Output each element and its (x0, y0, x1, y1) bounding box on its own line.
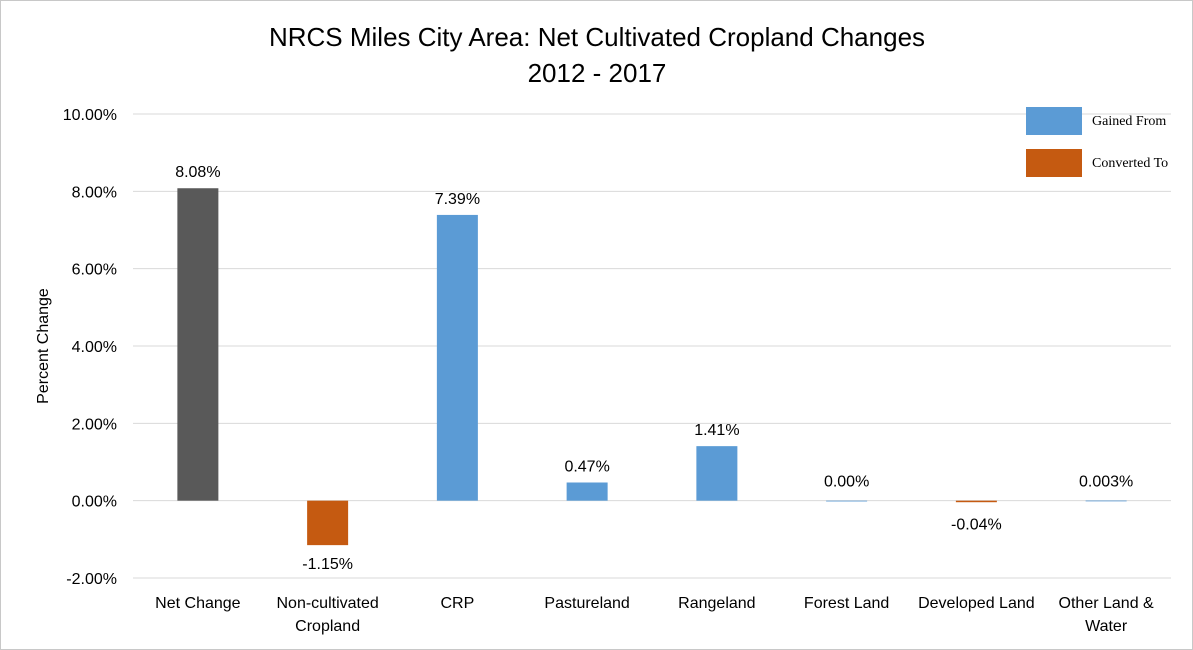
data-label: 1.41% (694, 422, 739, 439)
data-label: 8.08% (175, 164, 220, 181)
y-axis-title: Percent Change (35, 288, 52, 404)
bar (826, 500, 868, 502)
x-tick-label: Forest Land (804, 595, 889, 612)
x-axis-categories: Net Change Non-cultivated Cropland CRP Pastu… (155, 595, 1154, 635)
x-tick-label: CRP (440, 595, 474, 612)
chart-subtitle: 2012 - 2017 (528, 58, 667, 88)
x-tick-label: Developed Land (918, 595, 1035, 612)
x-tick-label: Cropland (295, 618, 360, 635)
y-tick-label: 2.00% (72, 416, 117, 433)
y-tick-label: 0.00% (72, 494, 117, 511)
chart-title: NRCS Miles City Area: Net Cultivated Cro… (269, 22, 925, 52)
y-tick-label: 10.00% (63, 107, 117, 124)
bar (955, 500, 997, 503)
legend-swatch (1026, 107, 1082, 135)
y-tick-label: 8.00% (72, 184, 117, 201)
gridlines (133, 113, 1171, 579)
bar (696, 446, 738, 501)
legend-swatch (1026, 149, 1082, 177)
bar (436, 214, 478, 501)
x-tick-label: Rangeland (678, 595, 755, 612)
data-label: 0.47% (564, 458, 609, 475)
x-tick-label: Net Change (155, 595, 240, 612)
x-tick-label: Water (1085, 618, 1128, 635)
x-tick-label: Pastureland (544, 595, 629, 612)
legend-label: Converted To (1092, 156, 1168, 171)
data-label: 0.003% (1079, 474, 1133, 491)
data-label: 7.39% (435, 191, 480, 208)
data-label: -0.04% (951, 517, 1002, 534)
x-tick-label: Non-cultivated (276, 595, 378, 612)
x-tick-label: Other Land & (1059, 595, 1155, 612)
bar (177, 188, 219, 501)
legend-label: Gained From (1092, 114, 1166, 129)
y-tick-label: 4.00% (72, 339, 117, 356)
bar (307, 500, 349, 546)
data-labels: 8.08% -1.15% 7.39% 0.47% 1.41% 0.00% -0.04% 0.0… (175, 164, 1133, 573)
data-label: -1.15% (302, 556, 353, 573)
legend: Gained From Converted To (1026, 107, 1168, 177)
data-label: 0.00% (824, 474, 869, 491)
bar (1085, 500, 1127, 502)
y-axis-ticks: -2.00% 0.00% 2.00% 4.00% 6.00% 8.00% 10.00% (63, 107, 117, 588)
y-tick-label: 6.00% (72, 262, 117, 279)
y-tick-label: -2.00% (66, 571, 117, 588)
bar (566, 482, 608, 501)
bars (177, 188, 1127, 546)
